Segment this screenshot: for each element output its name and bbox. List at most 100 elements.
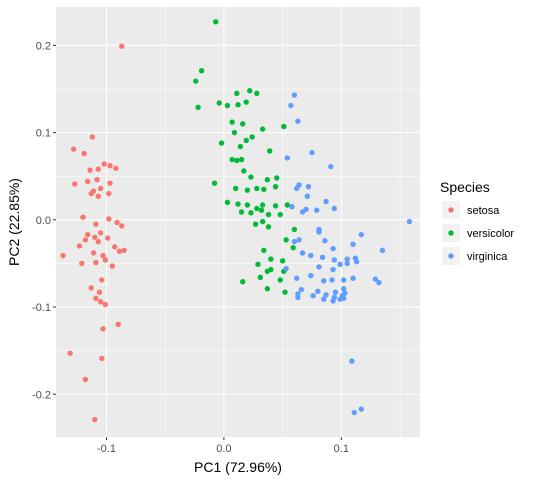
point-versicolor: [255, 261, 261, 268]
point-setosa: [95, 166, 101, 172]
point-versicolor: [234, 157, 240, 164]
point-setosa: [80, 214, 86, 220]
series-virginica: [283, 92, 413, 416]
point-setosa: [119, 223, 125, 229]
point-virginica: [283, 265, 289, 272]
point-setosa: [95, 193, 101, 199]
point-setosa: [87, 167, 93, 173]
legend-label-versicolor: versicolor: [467, 228, 514, 240]
point-versicolor: [258, 207, 265, 213]
point-versicolor: [239, 121, 246, 127]
point-virginica: [350, 241, 356, 247]
point-versicolor: [248, 210, 254, 216]
point-virginica: [323, 292, 329, 298]
point-virginica: [294, 185, 300, 192]
point-setosa: [88, 190, 94, 197]
point-virginica: [330, 298, 336, 304]
legend-label-virginica: virginica: [467, 251, 508, 263]
point-versicolor: [267, 148, 273, 154]
point-versicolor: [243, 99, 249, 105]
point-setosa: [82, 237, 89, 243]
x-axis-title: PC1 (72.96%): [194, 459, 282, 475]
point-setosa: [76, 243, 83, 249]
point-setosa: [99, 277, 105, 283]
point-virginica: [289, 204, 295, 210]
point-versicolor: [243, 137, 249, 144]
point-virginica: [294, 275, 300, 281]
point-versicolor: [259, 218, 266, 225]
point-setosa: [100, 326, 106, 332]
point-versicolor: [261, 186, 267, 192]
y-tick-label: 0.0: [36, 215, 51, 227]
point-virginica: [340, 295, 347, 302]
point-virginica: [353, 258, 360, 265]
point-setosa: [92, 234, 98, 240]
point-virginica: [319, 254, 326, 261]
point-versicolor: [261, 247, 267, 254]
point-versicolor: [279, 258, 286, 264]
point-versicolor: [277, 211, 283, 218]
point-versicolor: [193, 78, 199, 84]
legend-marker-virginica: [448, 253, 454, 259]
point-virginica: [331, 205, 337, 212]
point-setosa: [96, 289, 103, 295]
point-versicolor: [274, 175, 280, 181]
point-versicolor: [235, 101, 241, 108]
major-gridlines: [56, 7, 420, 437]
point-virginica: [358, 406, 364, 412]
series-setosa: [60, 43, 127, 423]
point-setosa: [102, 257, 109, 263]
point-virginica: [330, 266, 336, 273]
point-setosa: [94, 176, 100, 183]
point-virginica: [351, 409, 357, 416]
point-versicolor: [244, 202, 251, 208]
point-virginica: [315, 288, 321, 295]
point-setosa: [106, 190, 112, 197]
point-versicolor: [238, 156, 245, 163]
point-virginica: [350, 275, 356, 281]
point-versicolor: [277, 277, 283, 283]
point-setosa: [116, 248, 123, 254]
point-setosa: [109, 263, 116, 269]
point-virginica: [372, 276, 379, 282]
point-versicolor: [264, 176, 271, 183]
point-versicolor: [257, 274, 264, 281]
point-versicolor: [254, 90, 260, 97]
axis-ticks: [53, 44, 342, 440]
point-virginica: [337, 261, 343, 268]
point-virginica: [305, 183, 312, 190]
point-virginica: [358, 231, 364, 238]
point-setosa: [90, 250, 97, 256]
point-versicolor: [282, 289, 288, 295]
point-virginica: [299, 250, 306, 256]
point-versicolor: [254, 205, 260, 212]
point-versicolor: [290, 245, 296, 251]
point-versicolor: [239, 279, 246, 285]
point-versicolor: [259, 202, 266, 208]
point-setosa: [93, 221, 99, 227]
point-virginica: [316, 264, 322, 270]
point-versicolor: [229, 156, 235, 163]
y-tick-label: 0.2: [36, 40, 51, 52]
y-axis-title: PC2 (22.85%): [6, 178, 22, 266]
point-versicolor: [281, 123, 287, 130]
point-versicolor: [216, 100, 222, 106]
data-points: [60, 19, 413, 423]
point-versicolor: [248, 174, 254, 180]
point-virginica: [291, 238, 298, 245]
point-versicolor: [284, 202, 291, 208]
point-setosa: [102, 301, 109, 308]
point-setosa: [107, 163, 113, 169]
point-versicolor: [249, 134, 255, 140]
point-virginica: [284, 155, 291, 161]
point-setosa: [106, 216, 112, 222]
point-virginica: [328, 163, 334, 170]
point-setosa: [121, 247, 127, 254]
legend: Species setosa versicolor virginica: [440, 179, 514, 265]
point-versicolor: [265, 224, 272, 230]
point-versicolor: [232, 185, 239, 192]
point-setosa: [101, 161, 107, 167]
legend-items: setosa versicolor virginica: [442, 201, 514, 265]
point-virginica: [322, 238, 328, 244]
